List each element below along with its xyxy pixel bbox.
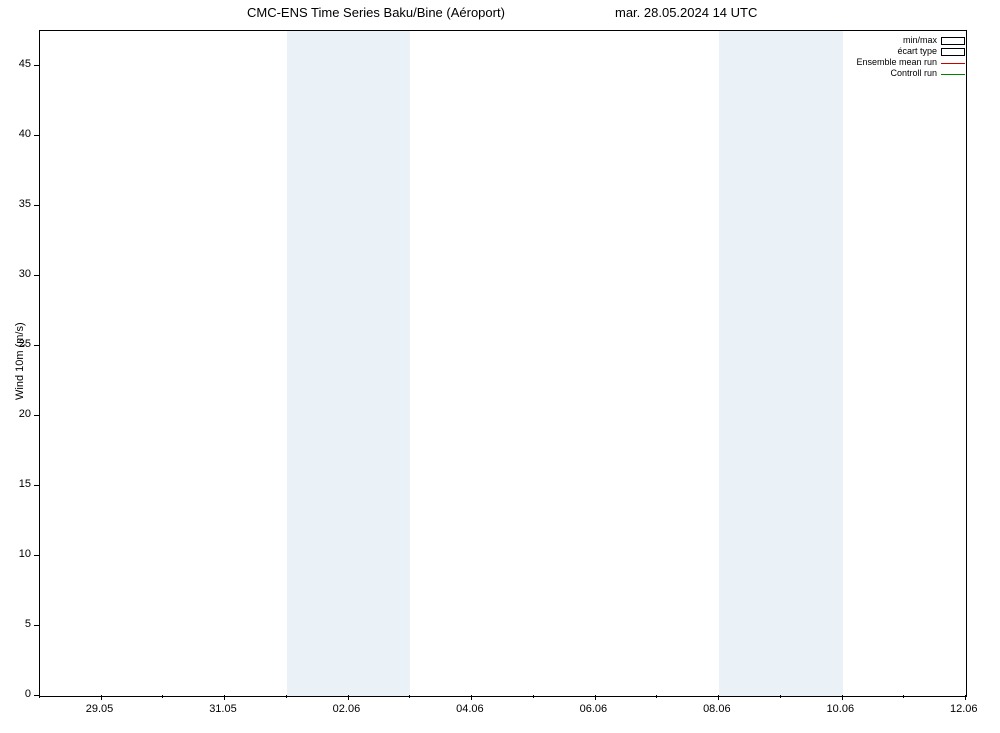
legend-swatch [941,48,965,56]
y-tick-label: 30 [19,268,31,280]
y-tick-label: 5 [25,618,31,630]
x-tick-label: 02.06 [333,703,361,715]
legend: min/maxécart typeEnsemble mean runContro… [856,35,965,79]
x-tick [718,695,719,700]
x-tick-label: 12.06 [950,703,978,715]
plot-area [39,30,967,697]
y-axis-label: Wind 10m (m/s) [14,322,26,400]
legend-item: min/max [856,35,965,46]
legend-swatch [941,59,965,67]
x-minor-tick [656,695,657,698]
y-tick-label: 35 [19,198,31,210]
x-minor-tick [533,695,534,698]
y-tick [34,345,39,346]
legend-item: écart type [856,46,965,57]
y-tick-label: 15 [19,478,31,490]
shaded-band [287,31,410,696]
y-tick [34,65,39,66]
x-tick [348,695,349,700]
y-tick-label: 20 [19,408,31,420]
y-tick-label: 0 [25,688,31,700]
x-tick-label: 06.06 [580,703,608,715]
y-tick [34,485,39,486]
y-tick [34,275,39,276]
legend-swatch [941,37,965,45]
x-tick-label: 08.06 [703,703,731,715]
x-tick [965,695,966,700]
x-tick-label: 10.06 [827,703,855,715]
y-tick [34,555,39,556]
x-tick [842,695,843,700]
y-tick [34,415,39,416]
legend-label: écart type [897,46,937,57]
y-tick-label: 40 [19,128,31,140]
legend-label: min/max [903,35,937,46]
chart-container: CMC-ENS Time Series Baku/Bine (Aéroport)… [0,0,1000,733]
y-tick-label: 45 [19,58,31,70]
x-minor-tick [409,695,410,698]
x-minor-tick [286,695,287,698]
chart-title-main: CMC-ENS Time Series Baku/Bine (Aéroport) [247,5,505,20]
x-tick-label: 04.06 [456,703,484,715]
x-minor-tick [903,695,904,698]
legend-label: Ensemble mean run [856,57,937,68]
x-tick-label: 29.05 [86,703,114,715]
legend-item: Controll run [856,68,965,79]
shaded-band [719,31,842,696]
x-tick [471,695,472,700]
y-tick [34,625,39,626]
legend-label: Controll run [890,68,937,79]
y-tick-label: 25 [19,338,31,350]
x-minor-tick [780,695,781,698]
x-tick [595,695,596,700]
x-tick [101,695,102,700]
y-tick [34,205,39,206]
x-minor-tick [39,695,40,698]
x-tick-label: 31.05 [209,703,237,715]
legend-swatch [941,70,965,78]
legend-item: Ensemble mean run [856,57,965,68]
y-tick-label: 10 [19,548,31,560]
chart-title-date: mar. 28.05.2024 14 UTC [615,5,757,20]
x-tick [224,695,225,700]
y-tick [34,135,39,136]
x-minor-tick [162,695,163,698]
